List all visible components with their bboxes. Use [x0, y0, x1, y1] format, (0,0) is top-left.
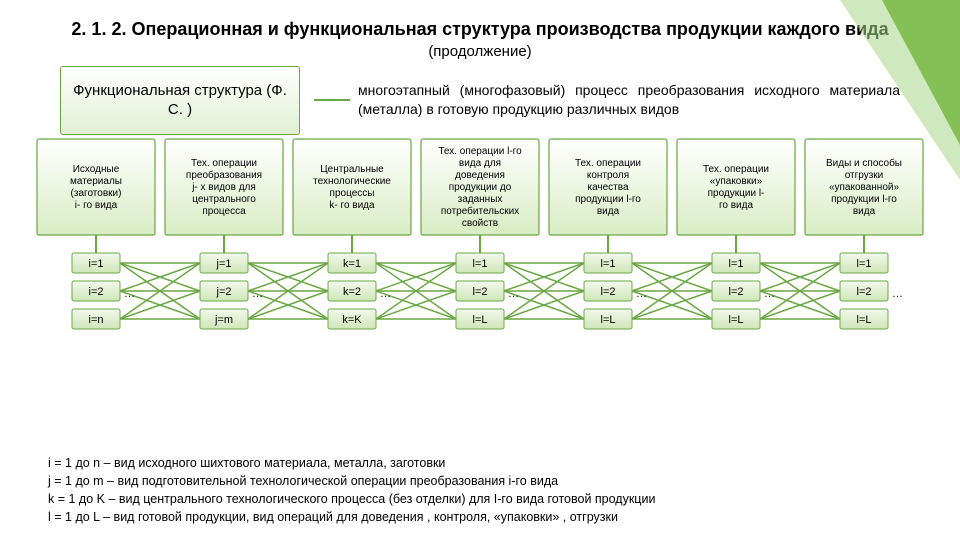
svg-text:Виды и способы: Виды и способы — [826, 157, 902, 169]
svg-text:l=L: l=L — [601, 314, 616, 326]
svg-text:l=L: l=L — [729, 314, 744, 326]
svg-text:k- го вида: k- го вида — [329, 200, 375, 211]
svg-text:продукции l-го: продукции l-го — [575, 194, 641, 205]
svg-text:i- го вида: i- го вида — [75, 200, 118, 211]
svg-text:l=L: l=L — [473, 314, 488, 326]
svg-text:i=2: i=2 — [89, 286, 104, 298]
svg-text:i=n: i=n — [89, 314, 104, 326]
fs-box: Функциональная структура (Ф. С. ) — [60, 66, 300, 135]
svg-text:i=1: i=1 — [89, 258, 104, 270]
svg-text:материалы: материалы — [70, 176, 122, 187]
svg-text:Тех. операции: Тех. операции — [191, 158, 257, 169]
legend: i = 1 до n – вид исходного шихтового мат… — [48, 454, 655, 527]
svg-text:…: … — [636, 288, 647, 300]
svg-text:продукции l-го: продукции l-го — [831, 194, 897, 205]
legend-line: j = 1 до m – вид подготовительной технол… — [48, 472, 655, 490]
legend-line: k = 1 до K – вид центрального технологич… — [48, 490, 655, 508]
svg-text:вида для: вида для — [459, 158, 501, 169]
svg-text:(заготовки): (заготовки) — [71, 188, 122, 199]
svg-text:центрального: центрального — [192, 194, 256, 205]
svg-text:…: … — [380, 288, 391, 300]
svg-text:продукции до: продукции до — [449, 182, 512, 193]
svg-text:l=2: l=2 — [601, 286, 616, 298]
svg-text:k=1: k=1 — [343, 258, 361, 270]
svg-text:Тех. операции: Тех. операции — [703, 164, 769, 175]
svg-text:вида: вида — [853, 206, 876, 217]
svg-text:Тех. операции: Тех. операции — [575, 158, 641, 169]
legend-line: l = 1 до L – вид готовой продукции, вид … — [48, 508, 655, 526]
svg-text:Центральные: Центральные — [320, 164, 384, 175]
svg-text:…: … — [508, 288, 519, 300]
legend-line: i = 1 до n – вид исходного шихтового мат… — [48, 454, 655, 472]
fs-description: многоэтапный (многофазовый) процесс прео… — [358, 81, 900, 119]
svg-text:…: … — [124, 288, 135, 300]
svg-text:l=1: l=1 — [473, 258, 488, 270]
svg-text:контроля: контроля — [587, 170, 629, 181]
svg-text:Исходные: Исходные — [73, 164, 120, 175]
svg-text:…: … — [892, 288, 903, 300]
svg-text:…: … — [252, 288, 263, 300]
svg-text:Тех. операции l-го: Тех. операции l-го — [438, 146, 522, 157]
svg-text:го вида: го вида — [719, 200, 754, 211]
svg-text:j=1: j=1 — [216, 258, 232, 270]
svg-text:процессы: процессы — [330, 188, 375, 199]
svg-text:k=2: k=2 — [343, 286, 361, 298]
svg-text:…: … — [764, 288, 775, 300]
svg-text:l=2: l=2 — [473, 286, 488, 298]
page-title: 2. 1. 2. Операционная и функциональная с… — [0, 0, 960, 41]
diagram: Исходныематериалы(заготовки)i- го вида Те… — [27, 135, 933, 391]
svg-text:процесса: процесса — [202, 206, 246, 217]
svg-text:потребительских: потребительских — [441, 205, 519, 217]
svg-text:«упакованной»: «упакованной» — [829, 182, 900, 193]
svg-text:k=K: k=K — [342, 314, 362, 326]
page-subtitle: (продолжение) — [0, 43, 960, 60]
svg-text:технологические: технологические — [313, 176, 391, 187]
svg-text:l=2: l=2 — [857, 286, 872, 298]
fs-dash-icon — [314, 96, 350, 104]
svg-text:доведения: доведения — [455, 170, 505, 181]
svg-text:l=1: l=1 — [601, 258, 616, 270]
svg-text:отгрузки: отгрузки — [845, 170, 884, 181]
svg-text:l=1: l=1 — [857, 258, 872, 270]
svg-text:преобразования: преобразования — [186, 169, 262, 181]
svg-text:l=1: l=1 — [729, 258, 744, 270]
svg-text:продукции l-: продукции l- — [708, 188, 765, 199]
svg-text:«упаковки»: «упаковки» — [710, 176, 763, 187]
svg-text:заданных: заданных — [458, 194, 503, 205]
svg-text:вида: вида — [597, 206, 620, 217]
svg-text:j- х видов для: j- х видов для — [191, 182, 256, 193]
svg-text:l=L: l=L — [857, 314, 872, 326]
svg-text:j=2: j=2 — [216, 286, 232, 298]
svg-text:свойств: свойств — [462, 218, 498, 229]
svg-text:l=2: l=2 — [729, 286, 744, 298]
svg-text:качества: качества — [587, 182, 628, 193]
svg-text:j=m: j=m — [214, 314, 233, 326]
